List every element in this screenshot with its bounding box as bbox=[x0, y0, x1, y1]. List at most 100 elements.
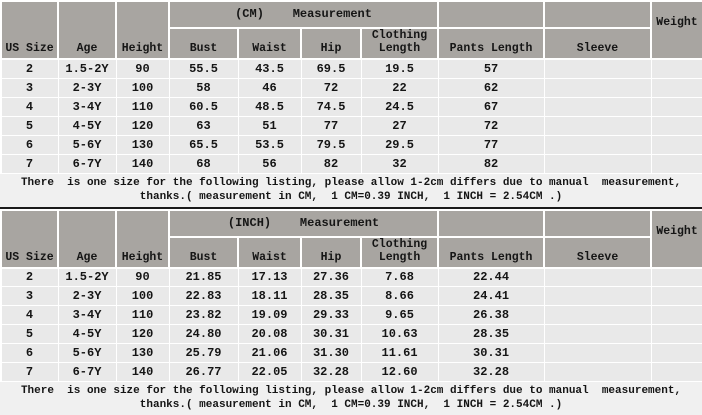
cell-us-size: 6 bbox=[0, 343, 59, 363]
cell-pants-length: 57 bbox=[437, 58, 545, 79]
cell-weight bbox=[650, 134, 702, 155]
col-header-age: Age bbox=[57, 0, 117, 60]
cell-sleeve bbox=[543, 77, 652, 98]
cell-bust: 58 bbox=[168, 77, 239, 98]
table-row: 4 3-4Y 110 23.82 19.09 29.33 9.65 26.38 bbox=[0, 305, 702, 325]
table-row: 3 2-3Y 100 58 46 72 22 62 bbox=[0, 77, 702, 98]
table-row: 2 1.5-2Y 90 55.5 43.5 69.5 19.5 57 bbox=[0, 58, 702, 79]
table-row: 5 4-5Y 120 24.80 20.08 30.31 10.63 28.35 bbox=[0, 324, 702, 344]
cell-age: 2-3Y bbox=[57, 77, 117, 98]
cell-waist: 43.5 bbox=[237, 58, 302, 79]
col-header-age: Age bbox=[57, 208, 117, 269]
cell-hip: 31.30 bbox=[300, 343, 362, 363]
col-header-us-size: US Size bbox=[0, 0, 59, 60]
cell-weight bbox=[650, 153, 702, 174]
cell-clothing-length: 24.5 bbox=[360, 96, 439, 117]
cell-sleeve bbox=[543, 58, 652, 79]
cell-waist: 56 bbox=[237, 153, 302, 174]
cell-bust: 63 bbox=[168, 115, 239, 136]
cell-sleeve bbox=[543, 305, 652, 325]
table-row: 7 6-7Y 140 68 56 82 32 82 bbox=[0, 153, 702, 174]
note-cm-line2: thanks.( measurement in CM, 1 CM=0.39 IN… bbox=[139, 190, 563, 203]
cell-us-size: 5 bbox=[0, 324, 59, 344]
cell-pants-length: 72 bbox=[437, 115, 545, 136]
cell-height: 130 bbox=[115, 134, 170, 155]
cell-sleeve bbox=[543, 134, 652, 155]
cell-age: 3-4Y bbox=[57, 96, 117, 117]
cell-waist: 19.09 bbox=[237, 305, 302, 325]
cell-sleeve bbox=[543, 96, 652, 117]
col-header-bust: Bust bbox=[168, 27, 239, 60]
cell-clothing-length: 22 bbox=[360, 77, 439, 98]
note-inch-line1: There is one size for the following list… bbox=[20, 385, 682, 397]
cell-hip: 27.36 bbox=[300, 267, 362, 287]
table-row: 7 6-7Y 140 26.77 22.05 32.28 12.60 32.28 bbox=[0, 362, 702, 382]
cell-us-size: 2 bbox=[0, 58, 59, 79]
col-header-bust: Bust bbox=[168, 235, 239, 269]
cell-height: 100 bbox=[115, 286, 170, 306]
cell-hip: 74.5 bbox=[300, 96, 362, 117]
note-cm: There is one size for the following list… bbox=[0, 173, 702, 207]
cell-bust: 23.82 bbox=[168, 305, 239, 325]
cell-height: 100 bbox=[115, 77, 170, 98]
size-chart-table-inch: US Size Age Height (INCH) Measurement Weight… bbox=[0, 208, 702, 382]
header-row-bottom: Bust Waist Hip Clothing Length Pants Length S… bbox=[1, 235, 702, 269]
measurement-group-header-cm: (CM) Measurement bbox=[167, 0, 440, 29]
table-row: 6 5-6Y 130 25.79 21.06 31.30 11.61 30.31 bbox=[0, 343, 702, 363]
measurement-group-header-inch: (INCH) Measurement bbox=[167, 208, 440, 238]
empty-header-cell bbox=[437, 208, 546, 238]
cell-age: 3-4Y bbox=[57, 305, 117, 325]
cell-age: 2-3Y bbox=[57, 286, 117, 306]
empty-header-cell bbox=[437, 0, 546, 29]
cell-height: 110 bbox=[115, 305, 170, 325]
cell-sleeve bbox=[543, 362, 652, 382]
col-header-height: Height bbox=[115, 208, 170, 269]
cell-bust: 24.80 bbox=[168, 324, 239, 344]
cell-pants-length: 77 bbox=[437, 134, 545, 155]
cell-weight bbox=[650, 77, 702, 98]
cell-clothing-length: 27 bbox=[360, 115, 439, 136]
note-inch-line2: thanks.( measurement in CM, 1 CM=0.39 IN… bbox=[139, 399, 563, 411]
cell-pants-length: 28.35 bbox=[437, 324, 545, 344]
col-header-hip: Hip bbox=[300, 235, 362, 269]
cell-sleeve bbox=[543, 324, 652, 344]
cell-height: 140 bbox=[115, 153, 170, 174]
cell-us-size: 3 bbox=[0, 77, 59, 98]
cell-pants-length: 30.31 bbox=[437, 343, 545, 363]
header-row-bottom: Bust Waist Hip Clothing Length Pants Length S… bbox=[1, 27, 702, 60]
cell-height: 110 bbox=[115, 96, 170, 117]
cell-sleeve bbox=[543, 153, 652, 174]
table-row: 3 2-3Y 100 22.83 18.11 28.35 8.66 24.41 bbox=[0, 286, 702, 306]
cell-pants-length: 67 bbox=[437, 96, 545, 117]
cell-weight bbox=[650, 286, 702, 306]
cell-weight bbox=[650, 58, 702, 79]
cell-height: 140 bbox=[115, 362, 170, 382]
cell-pants-length: 22.44 bbox=[437, 267, 545, 287]
cell-waist: 46 bbox=[237, 77, 302, 98]
col-header-hip: Hip bbox=[300, 27, 362, 60]
cell-waist: 17.13 bbox=[237, 267, 302, 287]
cell-us-size: 2 bbox=[0, 267, 59, 287]
cell-hip: 79.5 bbox=[300, 134, 362, 155]
col-header-pants-length: Pants Length bbox=[437, 235, 546, 269]
cell-pants-length: 24.41 bbox=[437, 286, 545, 306]
cell-waist: 53.5 bbox=[237, 134, 302, 155]
empty-header-cell bbox=[543, 208, 653, 238]
cell-weight bbox=[650, 115, 702, 136]
cell-age: 5-6Y bbox=[57, 343, 117, 363]
cell-pants-length: 82 bbox=[437, 153, 545, 174]
cell-age: 6-7Y bbox=[57, 362, 117, 382]
cell-us-size: 4 bbox=[0, 305, 59, 325]
cell-waist: 20.08 bbox=[237, 324, 302, 344]
cell-hip: 77 bbox=[300, 115, 362, 136]
header-row-top: US Size Age Height (CM) Measurement Weight bbox=[0, 0, 702, 60]
note-cm-line1: There is one size for the following list… bbox=[20, 176, 682, 189]
col-header-clothing-length: Clothing Length bbox=[359, 27, 440, 60]
cell-waist: 48.5 bbox=[237, 96, 302, 117]
cell-height: 130 bbox=[115, 343, 170, 363]
col-header-weight: Weight bbox=[650, 0, 702, 60]
cell-weight bbox=[650, 324, 702, 344]
header-row-top: US Size Age Height (INCH) Measurement Weight bbox=[0, 208, 702, 269]
cell-pants-length: 26.38 bbox=[437, 305, 545, 325]
cell-hip: 30.31 bbox=[300, 324, 362, 344]
